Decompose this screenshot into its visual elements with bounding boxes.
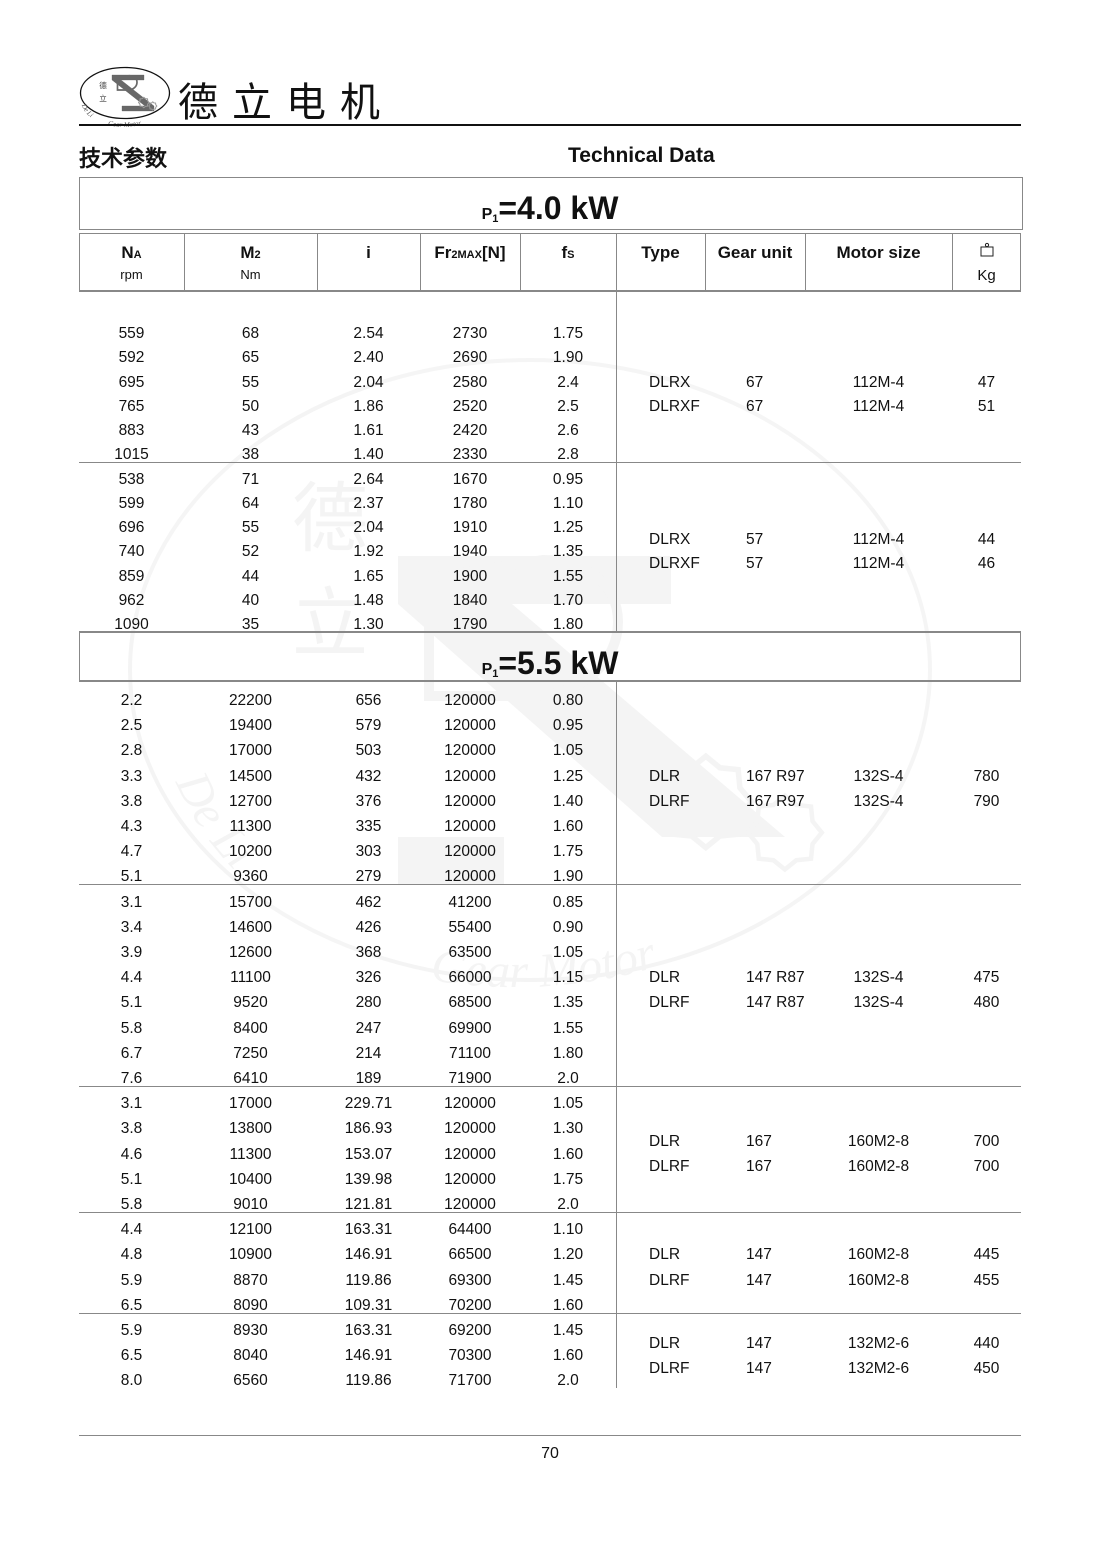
svg-text:德: 德 [99,80,107,90]
svg-text:立: 立 [99,93,107,103]
